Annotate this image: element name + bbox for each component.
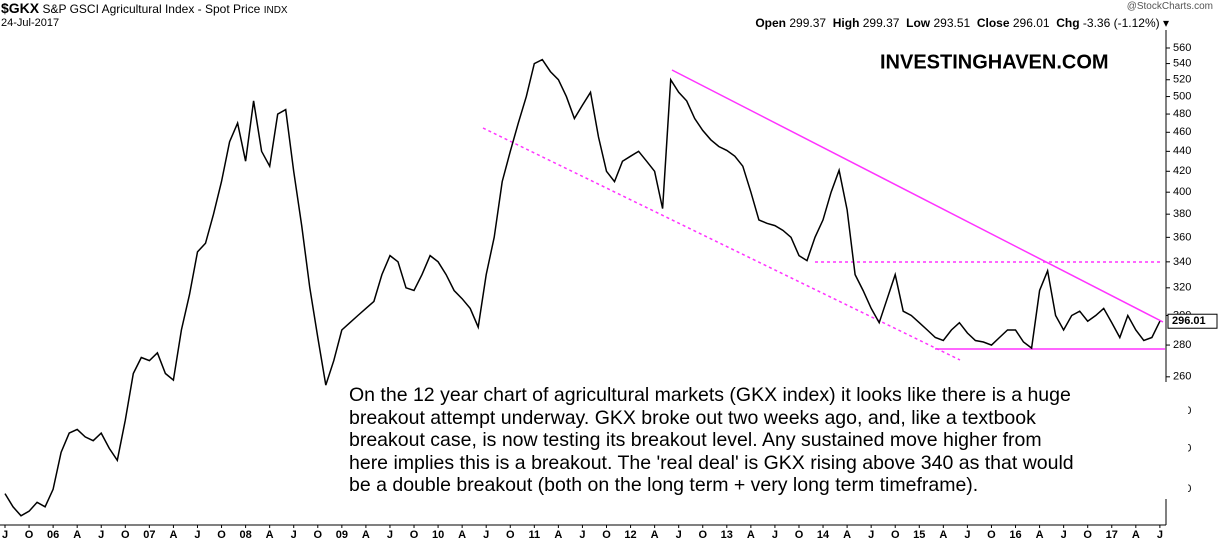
symbol: $GKX — [1, 0, 40, 16]
title: S&P GSCI Agricultural Index - Spot Price — [42, 2, 261, 16]
x-tick-label: A — [1036, 529, 1044, 541]
header-left: $GKX S&P GSCI Agricultural Index - Spot … — [1, 0, 288, 16]
annotation-line: On the 12 year chart of agricultural mar… — [349, 384, 1071, 406]
x-tick-label: J — [194, 529, 200, 541]
y-tick-label: 360 — [1173, 231, 1191, 243]
y-tick-label: 440 — [1173, 145, 1191, 157]
x-tick-label: O — [217, 529, 226, 541]
x-tick-label: A — [843, 529, 851, 541]
x-tick-label: J — [291, 529, 297, 541]
x-tick-label: A — [266, 529, 274, 541]
x-tick-label: O — [602, 529, 611, 541]
annotation-line: breakout attempt underway. GKX broke out… — [349, 406, 1036, 429]
x-tick-label: 17 — [1106, 529, 1118, 541]
x-tick-label: J — [98, 529, 104, 541]
annotation-line: here implies this is a breakout. The 're… — [349, 451, 1074, 474]
quote-label: Close — [976, 16, 1010, 30]
y-tick-label: 480 — [1173, 108, 1191, 120]
price-tag — [1167, 313, 1218, 329]
x-tick-label: 15 — [913, 529, 925, 541]
x-tick-label: J — [483, 529, 489, 541]
quote-value: 293.51 — [933, 16, 971, 30]
x-tick-label: O — [1083, 529, 1092, 541]
x-tick-label: O — [121, 529, 130, 541]
y-tick-label: 400 — [1173, 186, 1191, 198]
x-tick-label: O — [25, 529, 34, 541]
y-tick-label: 380 — [1173, 208, 1191, 220]
quote-value: (-1.12%) — [1113, 16, 1160, 30]
trend-line — [482, 127, 961, 361]
x-tick-label: O — [891, 529, 900, 541]
x-tick-label: A — [169, 529, 177, 541]
x-tick-label: A — [651, 529, 659, 541]
watermark: INVESTINGHAVEN.COM — [880, 51, 1109, 73]
x-tick-label: J — [387, 529, 393, 541]
x-tick-label: A — [73, 529, 81, 541]
quote: Open 299.37 High 299.37 Low 293.51 Close… — [755, 16, 1169, 30]
annotation: On the 12 year chart of agricultural mar… — [345, 382, 1188, 499]
y-tick-label: 540 — [1173, 57, 1191, 69]
y-tick-label: 320 — [1173, 282, 1191, 294]
x-tick-label: J — [579, 529, 585, 541]
x-tick-label: 12 — [624, 529, 636, 541]
trend-line — [671, 69, 1164, 323]
x-tick-label: 09 — [336, 529, 348, 541]
x-tick-label: 06 — [47, 529, 59, 541]
quote-label: Open — [755, 16, 787, 30]
x-tick-label: O — [987, 529, 996, 541]
quote-label: Low — [906, 16, 931, 30]
x-tick-label: O — [313, 529, 322, 541]
y-tick-label: 520 — [1173, 74, 1191, 86]
source: @StockCharts.com — [1126, 1, 1213, 12]
x-tick-label: A — [362, 529, 370, 541]
quote-value: 299.37 — [862, 16, 900, 30]
y-tick-label: 340 — [1173, 256, 1191, 268]
x-tick-label: J — [772, 529, 778, 541]
x-tick-label: 16 — [1009, 529, 1021, 541]
x-tick-label: A — [1132, 529, 1140, 541]
y-tick-label: 420 — [1173, 165, 1191, 177]
trend-lines — [482, 69, 1165, 361]
price-line — [4, 58, 1161, 517]
date: 24-Jul-2017 — [1, 17, 60, 29]
x-tick-label: O — [795, 529, 804, 541]
quote-label: High — [832, 16, 860, 30]
x-tick-label: J — [676, 529, 682, 541]
annotation-line: breakout case, is now testing its breako… — [349, 429, 1042, 451]
y-tick-label: 460 — [1173, 126, 1191, 138]
y-tick-label: 260 — [1173, 371, 1191, 383]
y-tick-label: 560 — [1173, 42, 1191, 54]
x-tick-label: 08 — [239, 529, 251, 541]
quote-value: 296.01 — [1012, 16, 1050, 30]
y-tick-label: 500 — [1173, 90, 1191, 102]
x-tick-label: A — [458, 529, 466, 541]
x-tick-label: J — [1157, 529, 1163, 541]
x-tick-label: O — [698, 529, 707, 541]
x-tick-label: J — [868, 529, 874, 541]
x-tick-label: 07 — [143, 529, 155, 541]
x-tick-label: J — [2, 529, 8, 541]
x-tick-label: 14 — [817, 529, 830, 541]
x-tick-label: J — [1061, 529, 1067, 541]
x-tick-label: A — [747, 529, 755, 541]
x-tick-label: 11 — [528, 529, 540, 541]
annotation-line: be a double breakout (both on the long t… — [349, 474, 979, 496]
x-tick-label: 10 — [432, 529, 444, 541]
x-tick-label: O — [410, 529, 419, 541]
quote-label: Chg — [1056, 16, 1080, 30]
x-tick-label: A — [554, 529, 562, 541]
quote-value: -3.36 — [1082, 16, 1111, 30]
x-tick-label: J — [964, 529, 970, 541]
exchange: INDX — [263, 5, 288, 16]
price-tag-label: 296.01 — [1172, 315, 1206, 327]
quote-value: 299.37 — [789, 16, 827, 30]
x-tick-label: 13 — [721, 529, 733, 541]
x-tick-label: O — [506, 529, 515, 541]
x-tick-label: A — [939, 529, 947, 541]
y-tick-label: 280 — [1173, 339, 1191, 351]
